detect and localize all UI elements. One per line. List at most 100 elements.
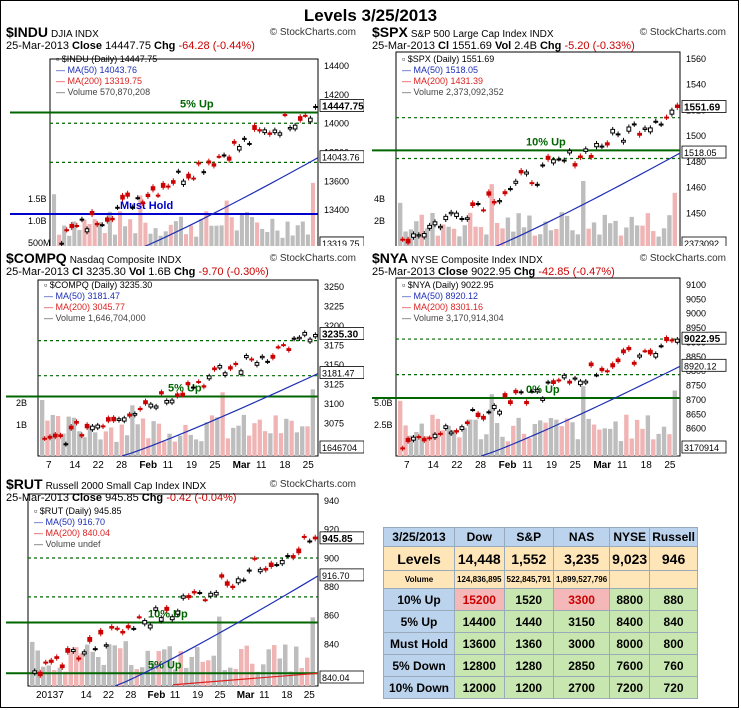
candle-body (247, 142, 252, 145)
candle-body (464, 217, 470, 220)
volume-bar (217, 616, 222, 686)
candle-body (604, 370, 610, 373)
volume-bar (128, 219, 133, 246)
volume-bar (581, 181, 586, 246)
volume-bar (446, 226, 451, 246)
volume-bar (419, 214, 424, 246)
y-tick-label: 8750 (686, 381, 706, 391)
volume-bar (629, 216, 634, 246)
volume-bar (220, 392, 225, 456)
volume-bar (290, 235, 295, 246)
candle-body (254, 362, 260, 366)
volume-bar (266, 649, 271, 686)
candle-body (143, 400, 148, 405)
y-tick-label: 1460 (686, 183, 706, 193)
candle-body (160, 182, 166, 188)
candle-body (120, 194, 125, 200)
vol-value: 1.6B (148, 266, 174, 278)
candle-body (230, 585, 236, 589)
volume-bar (133, 233, 138, 246)
candle-body (257, 129, 262, 132)
volume-bar (156, 423, 162, 456)
legend-entry: — MA(200) 3045.77 (44, 302, 126, 312)
x-tick-label: 11 (170, 690, 181, 701)
chart-panel-indu: $INDU DJIA INDX © StockCharts.com 25-Mar-20… (6, 24, 364, 246)
candle-body (206, 160, 212, 164)
candle-body (233, 362, 239, 366)
candle-body (262, 129, 267, 134)
candle-body (95, 424, 101, 429)
volume-bar (288, 671, 293, 686)
candle-body (165, 185, 171, 188)
legend-entry: — Volume 3,170,914,304 (402, 313, 504, 323)
volume-bar (289, 420, 294, 456)
candle-body (524, 401, 529, 405)
panel-header-indu: $INDU DJIA INDX © StockCharts.com (6, 24, 364, 40)
volume-bar (119, 424, 124, 456)
cell-sp: 1200 (503, 676, 554, 699)
chg-value: -64.28 (-0.44%) (178, 40, 255, 52)
candle-body (65, 648, 71, 653)
volume-bar (575, 234, 581, 246)
candle-body (556, 379, 562, 382)
candle-body (405, 437, 411, 443)
volume-bar (63, 671, 68, 686)
candle-body (599, 367, 605, 372)
volume-bar (272, 645, 277, 686)
volume-bar (112, 234, 117, 246)
volume-bar (651, 231, 656, 246)
volume-bar (661, 228, 667, 246)
price-box-label: 916.70 (322, 571, 350, 581)
volume-bar (564, 418, 570, 456)
candle-body (109, 626, 115, 629)
volume-bar (451, 429, 457, 456)
legend-nya: ▫ $NYA (Daily) 9022.95— MA(50) 8920.12— … (402, 280, 504, 324)
candle-body (76, 657, 82, 660)
candle-body (155, 194, 161, 197)
date: 25-Mar-2013 (372, 40, 439, 52)
candle-body (136, 616, 142, 619)
volume-bar (97, 222, 102, 246)
volume-bar (82, 219, 87, 246)
volume-bar (484, 434, 489, 456)
volume-bar (260, 228, 265, 246)
vol-tick-label: 1B (16, 420, 27, 430)
symbol: $SPX (372, 24, 408, 40)
volume-bar (457, 437, 462, 456)
x-tick-label: Feb (139, 460, 157, 471)
volume-bar (90, 651, 95, 686)
candle-body (594, 374, 599, 377)
candle-body (110, 217, 115, 221)
y-tick-label: 3100 (324, 399, 344, 409)
candle-body (79, 434, 85, 437)
candle-body (98, 629, 104, 635)
volume-bar (162, 441, 167, 456)
volume-bar (184, 667, 189, 686)
volume-bar (183, 424, 188, 456)
cell-nas: 3000 (552, 632, 611, 655)
cell-sp: 522,845,791 (503, 570, 554, 589)
volume-bar (229, 217, 234, 246)
volume-bar (52, 194, 57, 246)
cell-nyse: 7200 (609, 676, 651, 699)
candle-body (100, 425, 106, 428)
volume-bar (527, 438, 532, 456)
candle-body (400, 238, 406, 241)
volume-bar (629, 438, 634, 456)
candle-body (411, 436, 416, 441)
volume-bar (87, 425, 93, 456)
candle-body (43, 661, 49, 664)
candle-body (164, 399, 170, 404)
volume-bar (178, 651, 183, 686)
volume-bar (575, 439, 581, 456)
candle-body (529, 390, 535, 393)
volume-bar (602, 214, 607, 246)
volume-bar (489, 394, 494, 456)
candle-body (202, 599, 208, 602)
candle-body (416, 234, 422, 237)
candle-body (186, 595, 192, 599)
volume-bar (123, 641, 128, 686)
volume-bar (408, 229, 414, 246)
candle-body (69, 223, 75, 229)
candle-body (257, 568, 263, 573)
